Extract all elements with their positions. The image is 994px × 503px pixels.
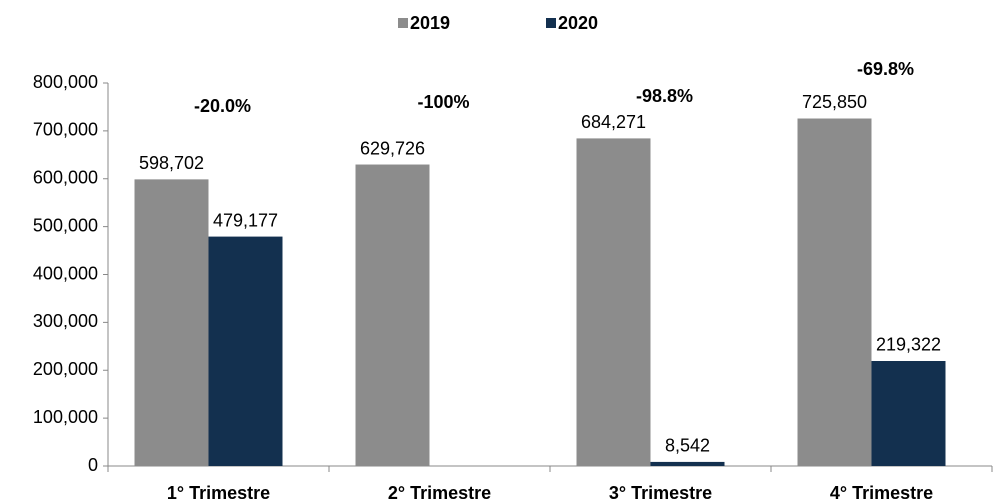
data-label: 479,177: [213, 210, 278, 230]
y-tick-label: 100,000: [33, 407, 98, 427]
bar: [797, 118, 872, 466]
data-label: 598,702: [139, 153, 204, 173]
y-tick-label: 400,000: [33, 263, 98, 283]
data-label: 629,726: [360, 138, 425, 158]
y-tick-label: 800,000: [33, 72, 98, 92]
y-tick-label: 200,000: [33, 359, 98, 379]
x-tick-label: 2° Trimestre: [388, 483, 491, 503]
legend-swatch: [398, 18, 408, 28]
data-label: 684,271: [581, 112, 646, 132]
y-tick-label: 700,000: [33, 120, 98, 140]
annotation: -69.8%: [857, 59, 914, 79]
x-tick-label: 1° Trimestre: [167, 483, 270, 503]
bar: [355, 164, 430, 466]
y-tick-label: 500,000: [33, 215, 98, 235]
legend-label: 2019: [410, 13, 450, 33]
bar: [650, 461, 725, 466]
bar: [208, 236, 283, 466]
legend-label: 2020: [558, 13, 598, 33]
y-tick-label: 300,000: [33, 311, 98, 331]
bar: [134, 179, 209, 467]
legend-swatch: [546, 18, 556, 28]
annotation: -20.0%: [194, 96, 251, 116]
data-label: 725,850: [802, 92, 867, 112]
annotation: -98.8%: [636, 86, 693, 106]
bar: [576, 138, 651, 466]
annotation: -100%: [417, 92, 469, 112]
bar: [871, 360, 946, 466]
data-label: 8,542: [665, 436, 710, 456]
y-tick-label: 0: [88, 455, 98, 475]
data-label: 219,322: [876, 335, 941, 355]
x-tick-label: 3° Trimestre: [609, 483, 712, 503]
x-tick-label: 4° Trimestre: [830, 483, 933, 503]
y-tick-label: 600,000: [33, 168, 98, 188]
